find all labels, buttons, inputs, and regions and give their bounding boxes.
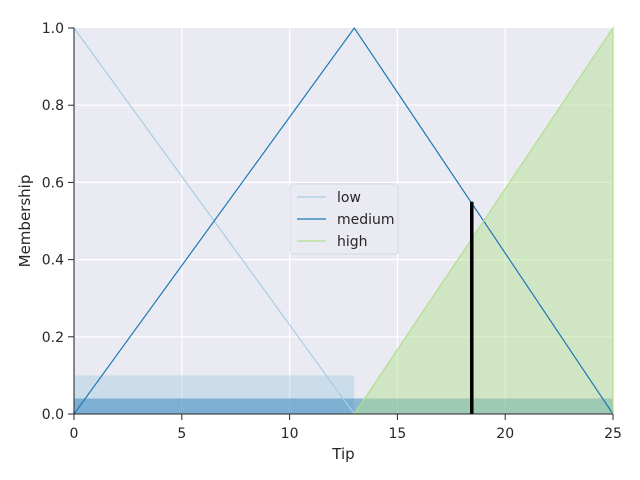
legend-label-high: high [337,234,368,250]
y-tick-label-0-4: 0.4 [42,253,64,269]
y-tick-label-0-2: 0.2 [42,330,64,346]
x-tick-label-15: 15 [388,426,406,442]
legend-label-medium: medium [337,212,395,228]
legend-label-low: low [337,190,361,206]
series-line-medium [73,26,614,415]
activation-region-low [74,375,355,414]
y-axis-label: Membership [16,175,34,268]
activation-region-medium [74,398,613,414]
x-tick-label-0: 0 [70,426,79,442]
x-tick-label-10: 10 [281,426,299,442]
y-tick-label-0: 0.0 [42,407,64,423]
legend-box [289,183,399,255]
y-tick-label-0-8: 0.8 [42,98,64,114]
y-tick-label-1: 1.0 [42,21,64,37]
series-line-high [353,26,614,415]
y-ticks: 0.0 0.2 0.4 0.6 0.8 1.0 [42,21,74,423]
x-ticks: 0 5 10 15 20 25 [70,414,622,442]
x-axis-label: Tip [331,445,354,463]
y-gridlines [74,104,613,338]
x-tick-label-5: 5 [177,426,186,442]
legend: low medium high [289,183,399,255]
x-tick-label-20: 20 [496,426,514,442]
axes [73,28,613,415]
x-tick-label-25: 25 [604,426,622,442]
y-tick-label-0-6: 0.6 [42,175,64,191]
